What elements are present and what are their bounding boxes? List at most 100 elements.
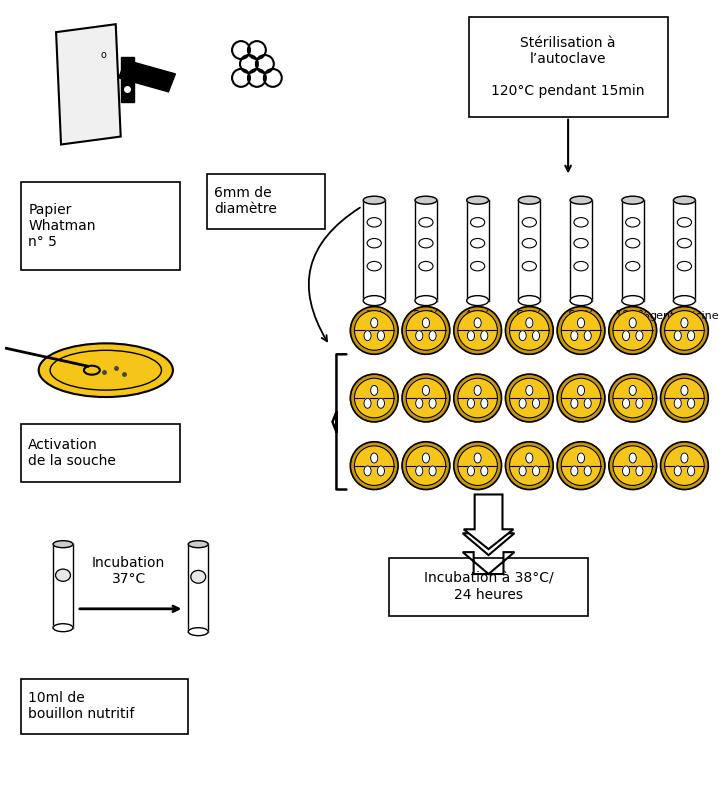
Ellipse shape: [480, 466, 488, 476]
Ellipse shape: [470, 218, 485, 227]
Ellipse shape: [429, 466, 436, 476]
Polygon shape: [119, 60, 175, 91]
Circle shape: [510, 379, 549, 417]
Ellipse shape: [636, 398, 643, 409]
Ellipse shape: [574, 239, 588, 248]
Ellipse shape: [422, 318, 430, 328]
Circle shape: [613, 311, 652, 350]
Ellipse shape: [622, 295, 644, 306]
Circle shape: [355, 379, 394, 417]
Ellipse shape: [39, 343, 173, 397]
Text: Incubation
37°C: Incubation 37°C: [92, 556, 165, 587]
Ellipse shape: [367, 261, 381, 271]
Polygon shape: [464, 494, 513, 549]
Ellipse shape: [371, 453, 378, 463]
Ellipse shape: [189, 540, 208, 548]
Circle shape: [561, 311, 601, 350]
Ellipse shape: [687, 466, 695, 476]
Ellipse shape: [367, 239, 381, 248]
Ellipse shape: [677, 261, 692, 271]
Ellipse shape: [480, 331, 488, 341]
Circle shape: [609, 307, 657, 354]
Ellipse shape: [522, 218, 537, 227]
Ellipse shape: [518, 197, 540, 204]
Ellipse shape: [636, 331, 643, 341]
Circle shape: [454, 442, 502, 489]
Ellipse shape: [480, 398, 488, 409]
Ellipse shape: [673, 197, 695, 204]
Ellipse shape: [363, 197, 385, 204]
Ellipse shape: [470, 261, 485, 271]
Circle shape: [402, 307, 450, 354]
Circle shape: [406, 379, 446, 417]
Ellipse shape: [416, 398, 423, 409]
Ellipse shape: [622, 197, 644, 204]
Circle shape: [660, 375, 708, 422]
Ellipse shape: [429, 331, 436, 341]
Ellipse shape: [367, 218, 381, 227]
Ellipse shape: [467, 466, 475, 476]
Text: Activation
de la souche: Activation de la souche: [28, 438, 116, 468]
Ellipse shape: [673, 295, 695, 306]
Ellipse shape: [416, 466, 423, 476]
Ellipse shape: [189, 628, 208, 636]
Ellipse shape: [364, 398, 371, 409]
Ellipse shape: [677, 218, 692, 227]
Ellipse shape: [467, 331, 475, 341]
FancyBboxPatch shape: [389, 558, 588, 616]
Ellipse shape: [570, 197, 592, 204]
Polygon shape: [56, 24, 121, 145]
Ellipse shape: [519, 331, 526, 341]
Ellipse shape: [415, 295, 437, 306]
Ellipse shape: [577, 385, 585, 396]
Ellipse shape: [574, 261, 588, 271]
Ellipse shape: [629, 453, 636, 463]
Ellipse shape: [474, 318, 481, 328]
Polygon shape: [121, 57, 134, 102]
Ellipse shape: [674, 398, 681, 409]
Circle shape: [355, 311, 394, 350]
Ellipse shape: [532, 398, 539, 409]
Circle shape: [613, 446, 652, 485]
Ellipse shape: [467, 197, 488, 204]
Circle shape: [505, 307, 553, 354]
Ellipse shape: [371, 385, 378, 396]
Text: 10ml de
bouillon nutritif: 10ml de bouillon nutritif: [28, 691, 135, 722]
Ellipse shape: [191, 570, 206, 583]
Circle shape: [665, 379, 704, 417]
Ellipse shape: [577, 318, 585, 328]
Circle shape: [406, 311, 446, 350]
Polygon shape: [463, 533, 515, 555]
Ellipse shape: [681, 318, 688, 328]
Ellipse shape: [532, 331, 539, 341]
Ellipse shape: [571, 331, 578, 341]
Ellipse shape: [364, 466, 371, 476]
Ellipse shape: [363, 295, 385, 306]
Circle shape: [613, 379, 652, 417]
Ellipse shape: [584, 331, 591, 341]
Text: 80%: 80%: [567, 309, 595, 322]
Ellipse shape: [419, 261, 433, 271]
Ellipse shape: [474, 453, 481, 463]
Circle shape: [350, 442, 398, 489]
Ellipse shape: [574, 218, 588, 227]
Circle shape: [660, 442, 708, 489]
Circle shape: [355, 446, 394, 485]
Ellipse shape: [419, 218, 433, 227]
Circle shape: [458, 311, 497, 350]
Ellipse shape: [522, 261, 537, 271]
Circle shape: [557, 375, 605, 422]
Ellipse shape: [622, 398, 630, 409]
Ellipse shape: [674, 331, 681, 341]
Text: Incubation à 38°C/
24 heures: Incubation à 38°C/ 24 heures: [424, 572, 553, 602]
Ellipse shape: [429, 398, 436, 409]
Circle shape: [454, 375, 502, 422]
Text: 20%: 20%: [412, 309, 440, 322]
FancyBboxPatch shape: [21, 679, 189, 734]
Ellipse shape: [526, 453, 533, 463]
Text: o: o: [101, 50, 107, 60]
Ellipse shape: [629, 385, 636, 396]
Circle shape: [402, 442, 450, 489]
FancyBboxPatch shape: [21, 424, 181, 481]
Ellipse shape: [377, 331, 384, 341]
